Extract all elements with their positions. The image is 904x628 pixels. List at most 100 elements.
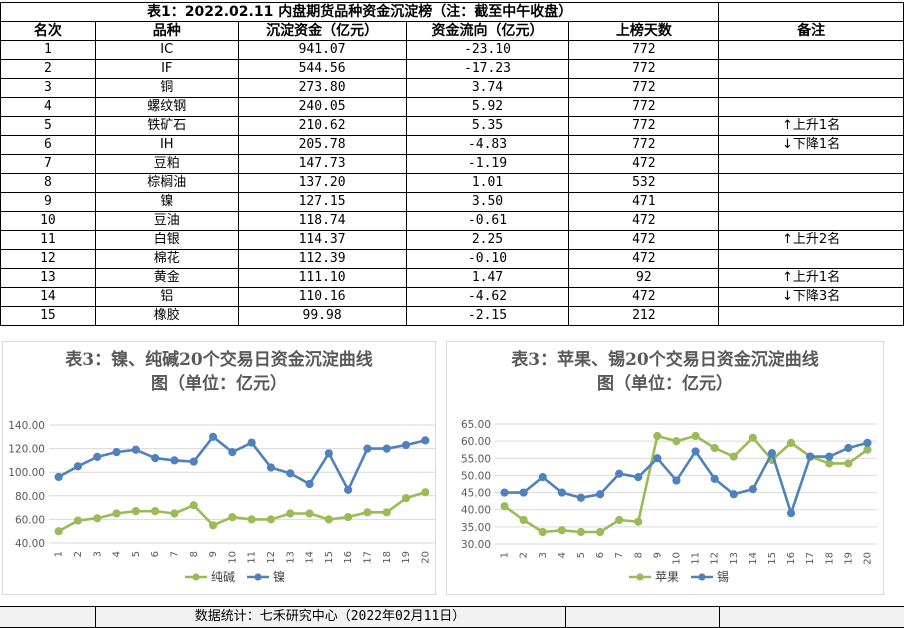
table-cell: 6 xyxy=(0,135,96,155)
table-cell xyxy=(718,192,904,212)
y-tick-label: 140.00 xyxy=(8,420,45,432)
data-point xyxy=(131,445,140,454)
table-row: 3 铜 273.80 3.74 772 xyxy=(0,78,904,98)
x-tick-label: 13 xyxy=(285,551,296,564)
table-cell: 1.01 xyxy=(405,173,570,193)
data-point xyxy=(151,507,160,516)
table-cell: 127.15 xyxy=(237,192,407,212)
table-row: 12 棉花 112.39 -0.10 472 xyxy=(0,249,904,269)
table-cell: 147.73 xyxy=(237,154,407,174)
table-title-blank xyxy=(718,2,904,22)
data-point xyxy=(710,474,719,483)
table-cell: 772 xyxy=(568,78,720,98)
table-row: 13 黄金 111.10 1.47 92 ↑上升1名 xyxy=(0,268,904,288)
table-row: 5 铁矿石 210.62 5.35 772 ↑上升1名 xyxy=(0,116,904,136)
data-point xyxy=(538,527,547,537)
table-cell: 212 xyxy=(568,306,720,326)
data-point xyxy=(228,512,237,522)
y-tick-label: 35.00 xyxy=(461,522,491,534)
table-cell: 黄金 xyxy=(94,268,239,288)
table-cell: 13 xyxy=(0,268,96,288)
legend-label: 纯碱 xyxy=(211,570,235,584)
table-cell: 471 xyxy=(568,192,720,212)
table-cell: 镍 xyxy=(94,192,239,212)
table-cell: 棉花 xyxy=(94,249,239,269)
data-point xyxy=(653,454,662,463)
table-cell: -0.10 xyxy=(405,249,570,269)
x-tick-label: 5 xyxy=(131,551,142,557)
table-cell: 772 xyxy=(568,135,720,155)
y-tick-label: 120.00 xyxy=(8,444,45,456)
x-tick-label: 1 xyxy=(500,552,511,558)
x-tick-label: 14 xyxy=(748,552,759,565)
data-point xyxy=(500,502,509,511)
series-line-苹果 xyxy=(503,434,869,534)
data-point xyxy=(305,479,314,489)
table-row: 9 镍 127.15 3.50 471 xyxy=(0,192,904,212)
table-row: 8 棕榈油 137.20 1.01 532 xyxy=(0,173,904,193)
x-tick-label: 12 xyxy=(266,551,277,564)
x-tick-label: 17 xyxy=(362,551,373,564)
data-point xyxy=(538,473,547,482)
table-cell xyxy=(718,173,904,193)
data-point xyxy=(767,449,777,458)
data-point xyxy=(228,448,237,457)
x-tick-label: 5 xyxy=(576,552,587,558)
data-point xyxy=(557,526,566,535)
x-tick-label: 18 xyxy=(824,552,835,565)
legend-marker xyxy=(698,573,706,581)
x-tick-label: 14 xyxy=(305,551,316,564)
x-tick-label: 7 xyxy=(169,551,180,557)
legend-marker xyxy=(192,573,200,581)
data-point xyxy=(615,469,624,478)
legend-label: 苹果 xyxy=(655,570,679,584)
table-cell: 772 xyxy=(568,59,720,79)
table-cell xyxy=(718,40,904,60)
table-cell: 8 xyxy=(0,173,96,193)
data-point xyxy=(519,488,528,497)
data-point xyxy=(576,493,586,502)
table-cell: ↑上升1名 xyxy=(718,268,904,288)
data-point xyxy=(653,431,662,441)
column-header: 资金流向（亿元） xyxy=(405,21,570,41)
series-line-锡 xyxy=(504,441,868,515)
data-point xyxy=(73,462,83,471)
data-point xyxy=(344,512,353,522)
data-point xyxy=(208,521,218,530)
data-point xyxy=(112,509,121,518)
column-header: 沉淀资金（亿元） xyxy=(237,21,407,41)
table-cell: 472 xyxy=(568,211,720,231)
table-cell: 15 xyxy=(0,306,96,326)
chart-title-line1: 表3：镍、纯碱20个交易日资金沉淀曲线 xyxy=(65,350,373,370)
table-row: 1 IC 941.07 -23.10 772 xyxy=(0,40,904,60)
x-tick-label: 2 xyxy=(73,551,84,557)
table-cell xyxy=(718,211,904,231)
data-point xyxy=(748,485,757,494)
table-cell: ↑上升1名 xyxy=(718,116,904,136)
data-point xyxy=(247,515,256,524)
x-tick-label: 6 xyxy=(150,551,161,557)
x-tick-label: 9 xyxy=(208,551,219,557)
x-tick-label: 19 xyxy=(401,551,412,564)
legend-label: 镍 xyxy=(273,570,285,584)
chart-nickel-soda-ash: 表3：镍、纯碱20个交易日资金沉淀曲线 图（单位：亿元） 40.00 60.00 8… xyxy=(2,341,436,595)
data-point xyxy=(844,443,853,453)
y-tick-label: 100.00 xyxy=(8,467,45,479)
table-cell: 白银 xyxy=(94,230,239,250)
table-cell: 3.74 xyxy=(405,78,570,98)
table-title: 表1：2022.02.11 内盘期货品种资金沉淀榜（注：截至中午收盘） xyxy=(0,2,720,22)
data-point xyxy=(825,452,834,461)
table-cell: IF xyxy=(94,59,239,79)
table-cell: 92 xyxy=(568,268,720,288)
table-cell: 472 xyxy=(568,287,720,307)
x-tick-label: 6 xyxy=(595,552,606,558)
x-tick-label: 2 xyxy=(519,552,530,558)
data-point xyxy=(401,440,411,450)
x-tick-label: 8 xyxy=(189,551,200,557)
data-point xyxy=(324,515,333,524)
y-tick-label: 55.00 xyxy=(461,453,491,465)
y-tick-label: 80.00 xyxy=(15,491,45,503)
column-header: 品种 xyxy=(94,21,239,41)
x-tick-label: 11 xyxy=(691,552,702,565)
table-cell: 铝 xyxy=(94,287,239,307)
